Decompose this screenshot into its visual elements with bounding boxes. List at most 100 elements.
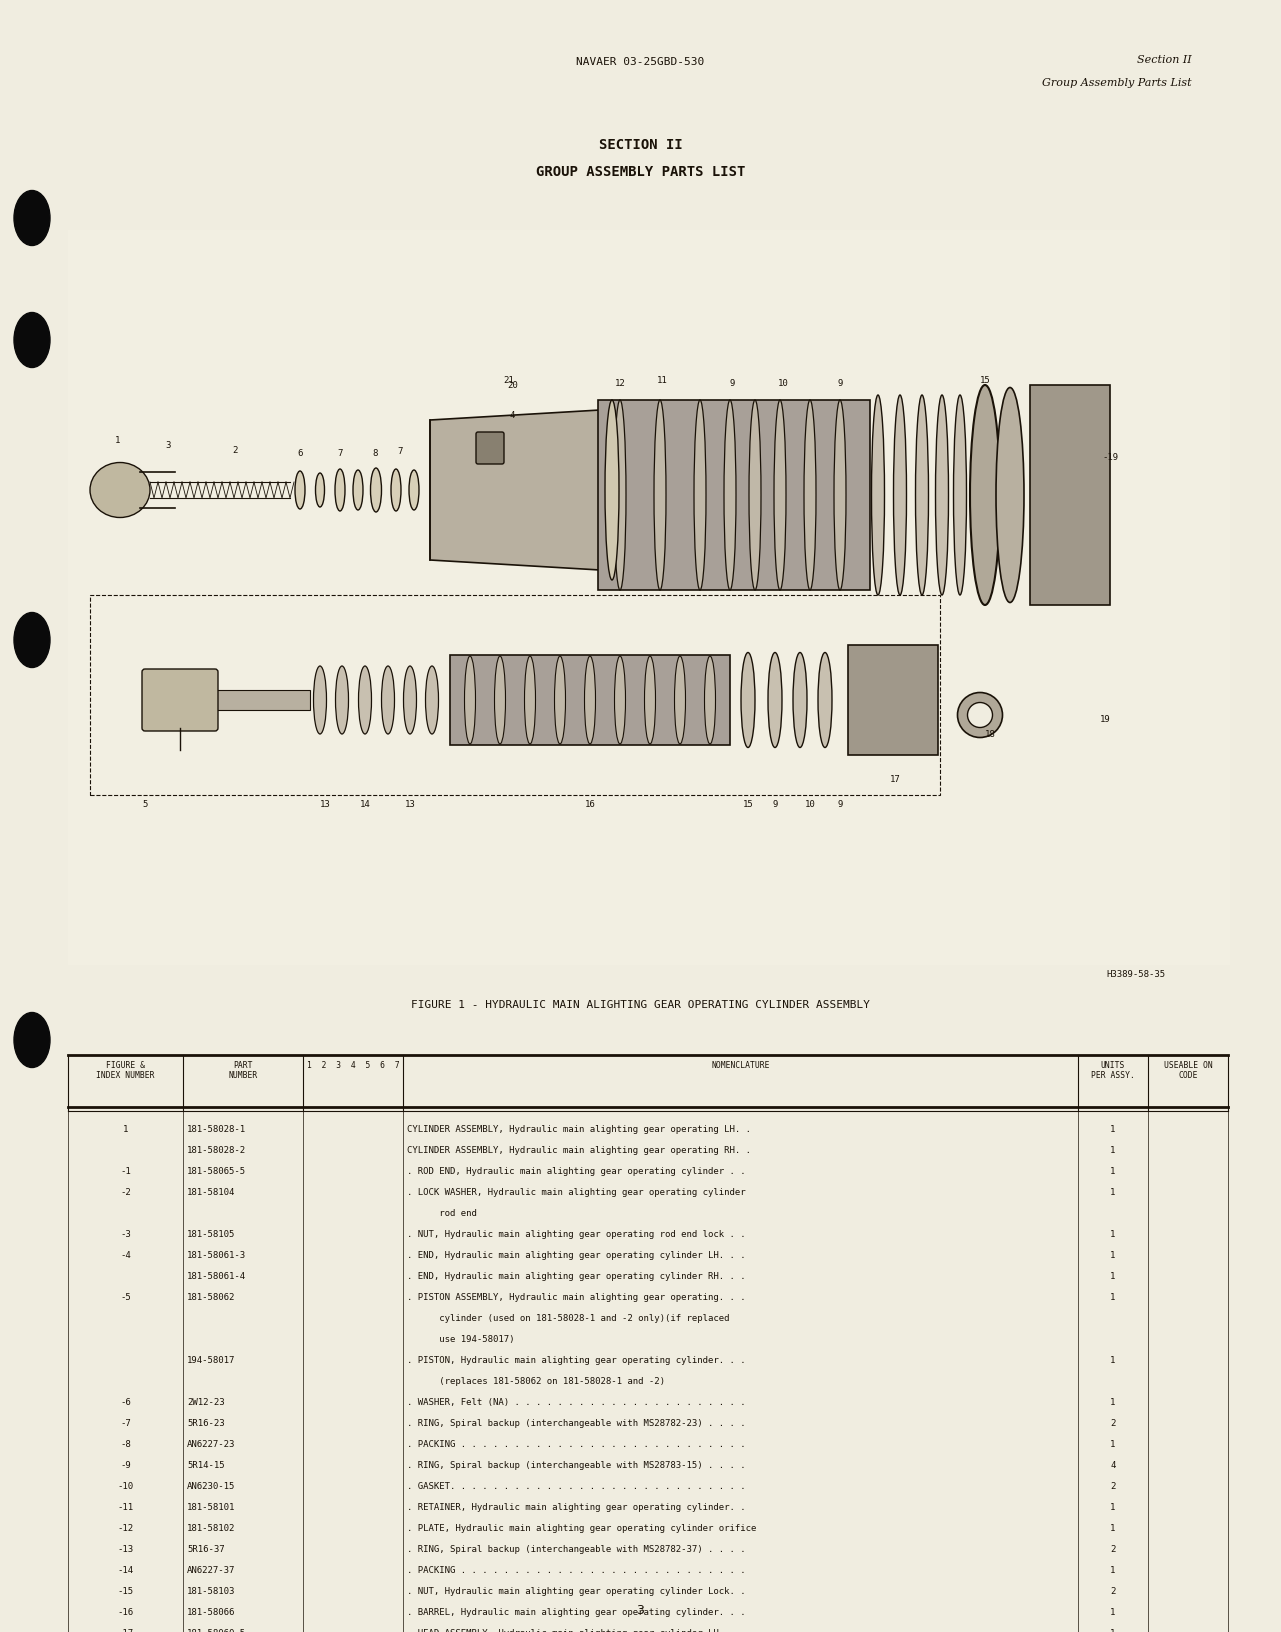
FancyBboxPatch shape	[142, 669, 218, 731]
Text: -16: -16	[118, 1608, 133, 1617]
Text: 6: 6	[297, 449, 302, 459]
Ellipse shape	[819, 653, 831, 747]
Text: 9: 9	[838, 800, 843, 809]
Ellipse shape	[793, 653, 807, 747]
Text: -4: -4	[120, 1252, 131, 1260]
Text: GROUP ASSEMBLY PARTS LIST: GROUP ASSEMBLY PARTS LIST	[535, 165, 746, 180]
Ellipse shape	[314, 666, 327, 734]
Text: . PACKING . . . . . . . . . . . . . . . . . . . . . . . . . . .: . PACKING . . . . . . . . . . . . . . . …	[407, 1439, 746, 1449]
Text: AN6227-23: AN6227-23	[187, 1439, 236, 1449]
Text: AN6227-37: AN6227-37	[187, 1567, 236, 1575]
Ellipse shape	[953, 395, 966, 596]
Ellipse shape	[336, 468, 345, 511]
Text: 181-58061-3: 181-58061-3	[187, 1252, 246, 1260]
Text: 181-58062: 181-58062	[187, 1293, 236, 1302]
Ellipse shape	[970, 385, 1000, 605]
Text: 1  2  3  4  5  6  7: 1 2 3 4 5 6 7	[306, 1061, 400, 1071]
Bar	[598, 400, 870, 591]
Text: 2: 2	[1111, 1418, 1116, 1428]
Text: 181-58060-5: 181-58060-5	[187, 1629, 246, 1632]
Text: 9: 9	[729, 379, 735, 388]
Text: -14: -14	[118, 1567, 133, 1575]
Text: 4: 4	[1111, 1461, 1116, 1470]
Ellipse shape	[14, 191, 50, 245]
Text: -5: -5	[120, 1293, 131, 1302]
Ellipse shape	[957, 692, 1003, 738]
Text: . GASKET. . . . . . . . . . . . . . . . . . . . . . . . . . . .: . GASKET. . . . . . . . . . . . . . . . …	[407, 1482, 746, 1492]
Text: 1: 1	[1111, 1629, 1116, 1632]
Text: (replaces 181-58062 on 181-58028-1 and -2): (replaces 181-58062 on 181-58028-1 and -…	[407, 1377, 665, 1386]
Text: . PISTON, Hydraulic main alighting gear operating cylinder. . .: . PISTON, Hydraulic main alighting gear …	[407, 1356, 746, 1364]
Text: PART
NUMBER: PART NUMBER	[228, 1061, 257, 1080]
Ellipse shape	[675, 656, 685, 744]
Text: 14: 14	[360, 800, 370, 809]
Ellipse shape	[425, 666, 438, 734]
Text: 4: 4	[510, 411, 515, 419]
Ellipse shape	[614, 400, 626, 591]
Text: 2: 2	[232, 446, 238, 455]
Ellipse shape	[359, 666, 371, 734]
Text: FIGURE 1 - HYDRAULIC MAIN ALIGHTING GEAR OPERATING CYLINDER ASSEMBLY: FIGURE 1 - HYDRAULIC MAIN ALIGHTING GEAR…	[411, 1000, 870, 1010]
Ellipse shape	[615, 656, 625, 744]
Text: . ROD END, Hydraulic main alighting gear operating cylinder . .: . ROD END, Hydraulic main alighting gear…	[407, 1167, 746, 1177]
Text: 3: 3	[165, 441, 170, 450]
Ellipse shape	[295, 472, 305, 509]
Ellipse shape	[90, 462, 150, 517]
Text: 181-58101: 181-58101	[187, 1503, 236, 1511]
Text: 17: 17	[889, 775, 901, 783]
Text: 1: 1	[1111, 1252, 1116, 1260]
Ellipse shape	[769, 653, 781, 747]
Text: 13: 13	[405, 800, 415, 809]
Text: 181-58028-2: 181-58028-2	[187, 1146, 246, 1155]
Text: 181-58105: 181-58105	[187, 1231, 236, 1239]
Text: Group Assembly Parts List: Group Assembly Parts List	[1041, 78, 1191, 88]
Ellipse shape	[774, 400, 787, 591]
Text: 1: 1	[1111, 1124, 1116, 1134]
Text: FIGURE &
INDEX NUMBER: FIGURE & INDEX NUMBER	[96, 1061, 155, 1080]
Text: 2: 2	[1111, 1586, 1116, 1596]
Ellipse shape	[465, 656, 475, 744]
Text: 1: 1	[1111, 1524, 1116, 1532]
Text: -15: -15	[118, 1586, 133, 1596]
Ellipse shape	[336, 666, 348, 734]
Bar	[90, 596, 940, 795]
Bar	[848, 645, 938, 756]
Text: -17: -17	[118, 1629, 133, 1632]
Text: 19: 19	[1100, 715, 1111, 725]
Text: -19: -19	[1102, 454, 1118, 462]
Text: 15: 15	[743, 800, 753, 809]
Text: -11: -11	[118, 1503, 133, 1511]
Text: Section II: Section II	[1136, 55, 1191, 65]
Text: -13: -13	[118, 1546, 133, 1554]
Text: USEABLE ON
CODE: USEABLE ON CODE	[1163, 1061, 1212, 1080]
Text: UNITS
PER ASSY.: UNITS PER ASSY.	[1091, 1061, 1135, 1080]
Text: NOMENCLATURE: NOMENCLATURE	[711, 1061, 770, 1071]
Ellipse shape	[524, 656, 535, 744]
Text: 7: 7	[397, 447, 402, 455]
Text: 1: 1	[115, 436, 120, 446]
Text: . RETAINER, Hydraulic main alighting gear operating cylinder. .: . RETAINER, Hydraulic main alighting gea…	[407, 1503, 746, 1511]
Text: 1: 1	[1111, 1167, 1116, 1177]
Text: AN6230-15: AN6230-15	[187, 1482, 236, 1492]
Ellipse shape	[871, 395, 884, 596]
Text: 1: 1	[1111, 1503, 1116, 1511]
Text: 5R16-37: 5R16-37	[187, 1546, 224, 1554]
FancyBboxPatch shape	[477, 432, 503, 463]
Text: 11: 11	[657, 375, 667, 385]
Text: 5: 5	[142, 800, 147, 809]
Text: 16: 16	[584, 800, 596, 809]
Text: . PACKING . . . . . . . . . . . . . . . . . . . . . . . . . . .: . PACKING . . . . . . . . . . . . . . . …	[407, 1567, 746, 1575]
Polygon shape	[430, 410, 600, 570]
Text: 1: 1	[1111, 1293, 1116, 1302]
Ellipse shape	[740, 653, 755, 747]
Ellipse shape	[705, 656, 716, 744]
Text: . HEAD ASSEMBLY, Hydraulic main alighting gear cylinder LH. . .: . HEAD ASSEMBLY, Hydraulic main alightin…	[407, 1629, 746, 1632]
Ellipse shape	[354, 470, 363, 509]
Text: -7: -7	[120, 1418, 131, 1428]
Ellipse shape	[724, 400, 737, 591]
Ellipse shape	[14, 1012, 50, 1067]
Text: -1: -1	[120, 1167, 131, 1177]
Text: 1: 1	[1111, 1356, 1116, 1364]
Bar	[68, 230, 1230, 965]
Text: cylinder (used on 181-58028-1 and -2 only)(if replaced: cylinder (used on 181-58028-1 and -2 onl…	[407, 1314, 729, 1324]
